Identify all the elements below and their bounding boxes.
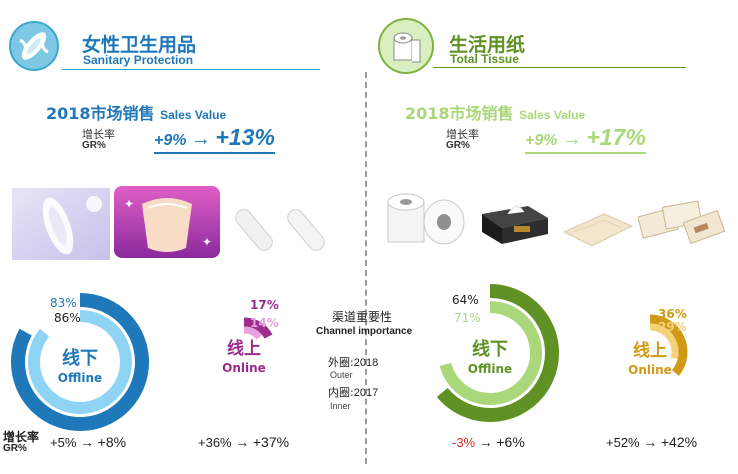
toilet-roll-icon: [378, 18, 434, 74]
toilet-roll-product: [387, 193, 465, 245]
left-gr-en: GR%: [82, 140, 106, 151]
growth-online-sanitary: +36% → +37%: [198, 434, 289, 450]
right-sales-cn: 2018市场销售: [405, 104, 514, 123]
outer-value-label: 64%: [452, 293, 479, 307]
donut-1: 线下 Offline 83%86%: [11, 293, 149, 431]
left-growth-from: +9%: [154, 132, 187, 149]
tampons-product: [235, 209, 325, 251]
channel-label-en: Offline: [58, 371, 102, 385]
right-growth-from: +9%: [525, 132, 558, 149]
growth-from: +36%: [198, 435, 232, 450]
tissue-box-product: [482, 206, 548, 244]
growth-to: +37%: [252, 434, 290, 450]
legend-outer: 外圈:2018: [328, 354, 378, 370]
growth-from: +5%: [50, 435, 77, 450]
growth-to: +42%: [660, 434, 698, 450]
left-title-cn: 女性卫生用品: [82, 34, 197, 56]
legend-title-cn: 渠道重要性: [332, 310, 393, 324]
growth-arrow-icon: →: [190, 128, 211, 150]
growth-offline-tissue: -3% → +6%: [452, 434, 525, 450]
legend-inner-cn: 内圈:: [328, 386, 354, 399]
channel-label-en: Offline: [468, 362, 512, 376]
channel-label-cn: 线上: [633, 340, 667, 361]
donut-2: 线上 Online 17% 14%: [222, 298, 279, 375]
sanitary-pad-product: [12, 188, 110, 260]
channel-label-en: Online: [628, 363, 672, 377]
inner-ring-2017: [439, 301, 542, 405]
right-growth-to: +17%: [586, 124, 646, 150]
bottom-gr-cn: 增长率: [3, 430, 40, 444]
right-growth-rate: +9% → +17%: [525, 124, 646, 154]
inner-value-label: 86%: [54, 311, 81, 325]
right-title-en: Total Tissue: [450, 52, 519, 66]
left-sales-cn: 2018市场销售: [46, 104, 155, 123]
right-sales-value: 2018市场销售 Sales Value: [405, 100, 585, 124]
left-sales-en: Sales Value: [160, 108, 227, 122]
svg-text:✦: ✦: [202, 235, 212, 249]
donut-4: 线上 Online 36%29%: [628, 307, 688, 377]
sanitary-pad-icon: [9, 21, 59, 71]
bottom-gr-en: GR%: [3, 443, 27, 454]
right-sales-en: Sales Value: [519, 108, 586, 122]
inner-ring-2017: [649, 323, 679, 360]
outer-value-label: 17%: [250, 298, 279, 312]
outer-value-label: 83%: [50, 296, 77, 310]
outer-value-label: 36%: [658, 307, 687, 321]
legend-inner: 内圈:2017: [328, 384, 378, 400]
legend-inner-en: Inner: [330, 401, 351, 411]
donut-3: 线下 Offline 64% 71%: [436, 284, 559, 422]
channel-label-en: Online: [222, 361, 266, 375]
inner-ring-2017: [243, 326, 263, 340]
left-title-underline: [62, 69, 320, 70]
growth-arrow-icon: →: [643, 434, 658, 450]
left-growth-to: +13%: [215, 124, 275, 150]
center-divider: [365, 72, 367, 464]
growth-offline-sanitary: +5% → +8%: [50, 434, 126, 450]
svg-text:✦: ✦: [124, 197, 134, 211]
right-gr-en: GR%: [446, 140, 470, 151]
growth-from: -3%: [452, 435, 476, 450]
growth-arrow-icon: →: [478, 434, 493, 450]
handkerchief-pack-product: [638, 200, 726, 245]
legend-title-en: Channel importance: [316, 326, 413, 337]
right-title-underline: [433, 67, 686, 68]
channel-label-cn: 线下: [62, 347, 98, 369]
inner-value-label: 29%: [658, 320, 687, 334]
outer-ring-2018: [11, 293, 149, 431]
legend-inner-year: 2017: [353, 387, 379, 399]
right-title-cn: 生活用纸: [449, 34, 526, 56]
legend-outer-en: Outer: [330, 370, 353, 380]
growth-from: +52%: [606, 435, 640, 450]
legend-outer-year: 2018: [353, 357, 379, 369]
outer-ring-2018: [436, 284, 559, 422]
inner-ring-2017: [28, 310, 132, 414]
growth-to: +8%: [97, 434, 127, 450]
channel-label-cn: 线上: [227, 338, 261, 359]
left-sales-value: 2018市场销售 Sales Value: [46, 100, 226, 124]
napkin-product: [562, 213, 634, 247]
growth-arrow-icon: →: [561, 128, 582, 150]
inner-value-label: 14%: [250, 316, 279, 330]
growth-online-tissue: +52% → +42%: [606, 434, 697, 450]
growth-arrow-icon: →: [80, 434, 95, 450]
right-gr-cn: 增长率: [446, 128, 479, 141]
channel-label-cn: 线下: [472, 338, 508, 360]
growth-arrow-icon: →: [235, 434, 250, 450]
inner-value-label: 71%: [454, 311, 481, 325]
outer-ring-2018: [649, 314, 688, 376]
outer-ring-2018: [243, 317, 273, 339]
left-gr-cn: 增长率: [82, 128, 115, 141]
growth-to: +6%: [496, 434, 525, 450]
legend-outer-cn: 外圈:: [328, 356, 354, 369]
left-title-en: Sanitary Protection: [83, 53, 194, 67]
panty-liner-product: ✦ ✦: [114, 186, 220, 258]
left-growth-rate: +9% → +13%: [154, 124, 275, 154]
